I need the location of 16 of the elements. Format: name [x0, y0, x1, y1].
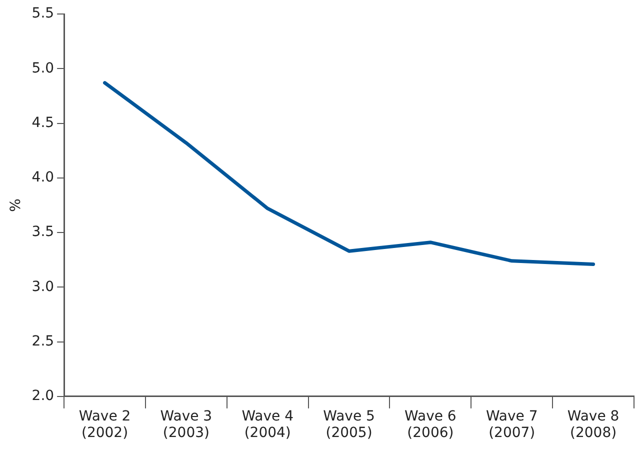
y-axis-title: % — [8, 198, 24, 212]
y-tick-label: 3.0 — [32, 278, 54, 295]
x-tick-label: Wave 8 (2008) — [567, 408, 620, 442]
x-tick-label: Wave 4 (2004) — [242, 408, 294, 442]
x-tick-label: Wave 3 (2003) — [160, 408, 212, 442]
y-tick-label: 3.5 — [32, 224, 54, 240]
y-tick-label: 2.5 — [32, 333, 54, 350]
y-tick-label: 4.5 — [32, 114, 54, 131]
x-tick-label: Wave 7 (2007) — [486, 408, 538, 442]
x-tick-label: Wave 2 (2002) — [78, 408, 131, 442]
x-tick-label: Wave 6 (2006) — [404, 408, 456, 442]
y-tick-label: 4.0 — [32, 170, 54, 186]
y-tick-label: 5.0 — [32, 60, 54, 76]
x-tick-label: Wave 5 (2005) — [323, 408, 375, 442]
y-tick-label: 2.0 — [32, 388, 54, 404]
y-tick-label: 5.5 — [32, 6, 54, 22]
